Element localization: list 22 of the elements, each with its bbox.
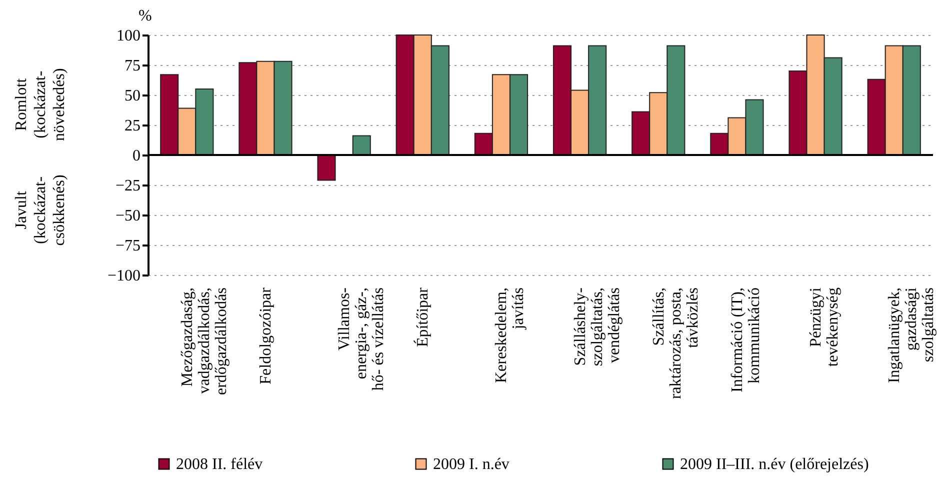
- bar: [317, 154, 336, 181]
- text: Romlott (kockázat- növekedés): [13, 68, 68, 142]
- y-tick-label: 50: [124, 88, 140, 104]
- x-tick-label: Mezőgazdaság, vadgazdálkodás, erdőgazdálkodás: [178, 288, 230, 396]
- x-tick-label: Kereskedelem, javítás: [493, 288, 528, 384]
- y-tick-label: −50: [115, 208, 140, 224]
- y-tick-label: −100: [107, 268, 140, 284]
- legend-label: 2009 I. n.év: [433, 456, 510, 473]
- y-tick-label: −25: [115, 178, 140, 194]
- legend-label: 2008 II. félév: [176, 456, 263, 473]
- legend-label: 2009 II–III. n.év (előrejelzés): [680, 456, 869, 473]
- bar: [352, 135, 371, 156]
- y-tick-label: 25: [124, 118, 140, 134]
- y-tick-label: 100: [116, 28, 140, 44]
- y-axis-title: %: [138, 8, 152, 24]
- x-tick-label: Villamos- energia-, gáz-, hő- és vízellátás: [336, 288, 388, 391]
- y-tick-label: 0: [132, 148, 140, 164]
- y-tick-label: 75: [124, 58, 140, 74]
- text: Javult (kockázat- csökkenés): [13, 174, 68, 246]
- x-tick-label: Építőipar: [414, 286, 432, 348]
- x-tick-label: Feldolgozóipar: [257, 286, 274, 384]
- y-tick-label: −75: [115, 238, 140, 254]
